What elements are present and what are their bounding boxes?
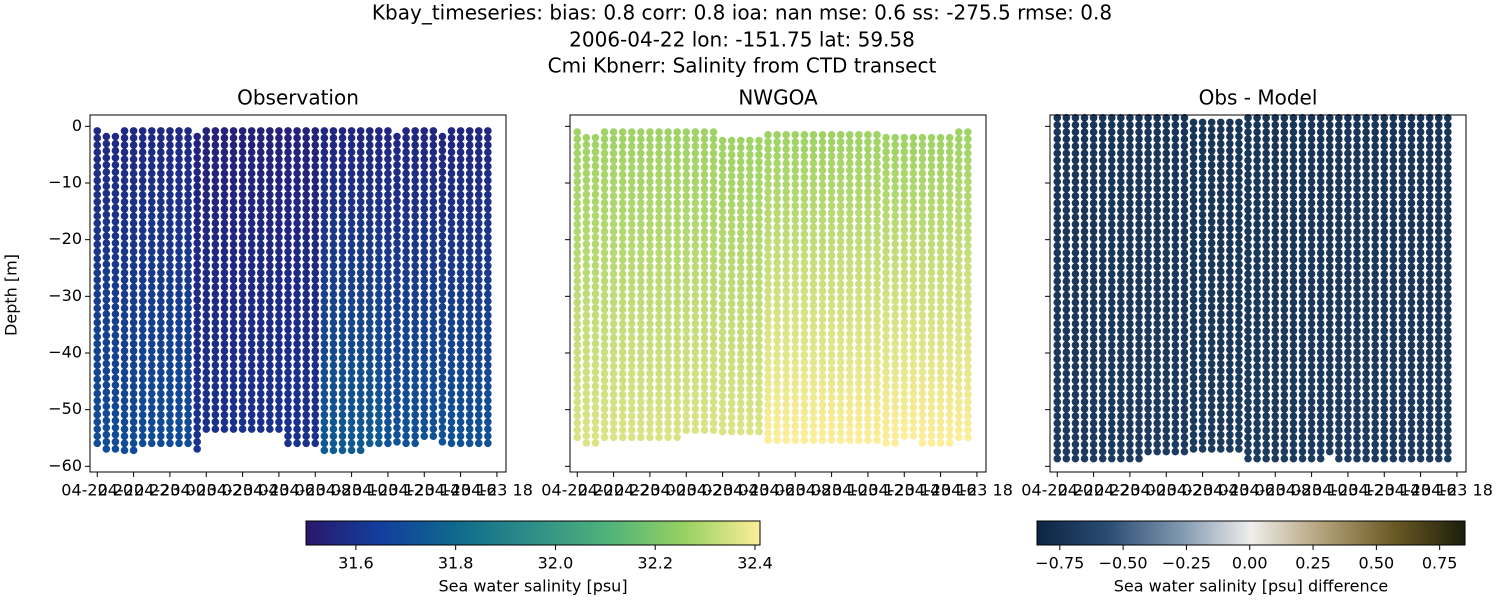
x-tick-label: 04-23 14	[388, 481, 460, 500]
x-tick-label: 04-23 04	[207, 481, 279, 500]
colorbar	[305, 520, 761, 546]
colorbar-tick-label: 0.25	[1295, 554, 1331, 573]
colorbar-tick-label: 0.75	[1422, 554, 1458, 573]
y-tick-label: −50	[48, 399, 82, 418]
x-tick-label: 04-23 06	[243, 481, 315, 500]
x-tick-label: 04-22 20	[1021, 481, 1093, 500]
x-tick-label: 04-23 18	[1421, 481, 1493, 500]
y-tick-label: −20	[48, 229, 82, 248]
axes-frame	[569, 114, 987, 473]
x-tick-label: 04-23 16	[425, 481, 497, 500]
x-tick-label: 04-23 16	[905, 481, 977, 500]
x-tick-label: 04-23 00	[134, 481, 206, 500]
x-tick-label: 04-23 18	[461, 481, 533, 500]
x-tick-label: 04-23 02	[1130, 481, 1202, 500]
x-tick-label: 04-23 02	[170, 481, 242, 500]
colorbar-label: Sea water salinity [psu]	[438, 577, 627, 596]
y-tick-label: 0	[72, 116, 82, 135]
x-tick-label: 04-23 12	[832, 481, 904, 500]
axes-frame	[1049, 114, 1467, 473]
x-tick-label: 04-23 08	[1239, 481, 1311, 500]
colorbar-tick-label: 0.50	[1359, 554, 1395, 573]
colorbar-tick-label: 32.0	[538, 554, 574, 573]
y-axis-label: Depth [m]	[2, 254, 21, 336]
x-tick-label: 04-23 12	[1312, 481, 1384, 500]
x-tick-label: 04-23 06	[723, 481, 795, 500]
x-tick-label: 04-23 12	[352, 481, 424, 500]
x-tick-label: 04-23 08	[279, 481, 351, 500]
colorbar	[1036, 520, 1466, 546]
suptitle-line: Cmi Kbnerr: Salinity from CTD transect	[548, 54, 937, 78]
panel-title: Obs - Model	[1199, 86, 1318, 110]
x-tick-label: 04-23 02	[650, 481, 722, 500]
colorbar-tick-label: −0.25	[1162, 554, 1211, 573]
colorbar-tick-label: −0.75	[1035, 554, 1084, 573]
panel-title: Observation	[237, 86, 359, 110]
axes-frame	[89, 114, 507, 473]
x-tick-label: 04-23 14	[1348, 481, 1420, 500]
x-tick-label: 04-23 08	[759, 481, 831, 500]
x-tick-label: 04-23 18	[941, 481, 1013, 500]
y-tick-label: −40	[48, 343, 82, 362]
panel-title: NWGOA	[738, 86, 818, 110]
x-tick-label: 04-23 10	[316, 481, 388, 500]
x-tick-label: 04-23 10	[1276, 481, 1348, 500]
x-tick-label: 04-22 22	[578, 481, 650, 500]
x-tick-label: 04-23 14	[868, 481, 940, 500]
colorbar-tick-label: 0.00	[1232, 554, 1268, 573]
x-tick-label: 04-22 20	[61, 481, 133, 500]
x-tick-label: 04-23 10	[796, 481, 868, 500]
x-tick-label: 04-23 04	[687, 481, 759, 500]
x-tick-label: 04-23 04	[1167, 481, 1239, 500]
y-tick-label: −10	[48, 173, 82, 192]
x-tick-label: 04-23 06	[1203, 481, 1275, 500]
x-tick-label: 04-22 22	[1058, 481, 1130, 500]
suptitle-line: Kbay_timeseries: bias: 0.8 corr: 0.8 ioa…	[372, 1, 1112, 25]
colorbar-tick-label: 32.4	[737, 554, 773, 573]
colorbar-tick-label: 31.6	[338, 554, 374, 573]
colorbar-tick-label: 32.2	[637, 554, 673, 573]
x-tick-label: 04-23 00	[1094, 481, 1166, 500]
x-tick-label: 04-23 16	[1385, 481, 1457, 500]
colorbar-label: Sea water salinity [psu] difference	[1114, 577, 1389, 596]
x-tick-label: 04-22 20	[541, 481, 613, 500]
y-tick-label: −60	[48, 456, 82, 475]
suptitle-line: 2006-04-22 lon: -151.75 lat: 59.58	[569, 28, 915, 52]
x-tick-label: 04-22 22	[98, 481, 170, 500]
colorbar-tick-label: −0.50	[1099, 554, 1148, 573]
x-tick-label: 04-23 00	[614, 481, 686, 500]
colorbar-tick-label: 31.8	[438, 554, 474, 573]
y-tick-label: −30	[48, 286, 82, 305]
